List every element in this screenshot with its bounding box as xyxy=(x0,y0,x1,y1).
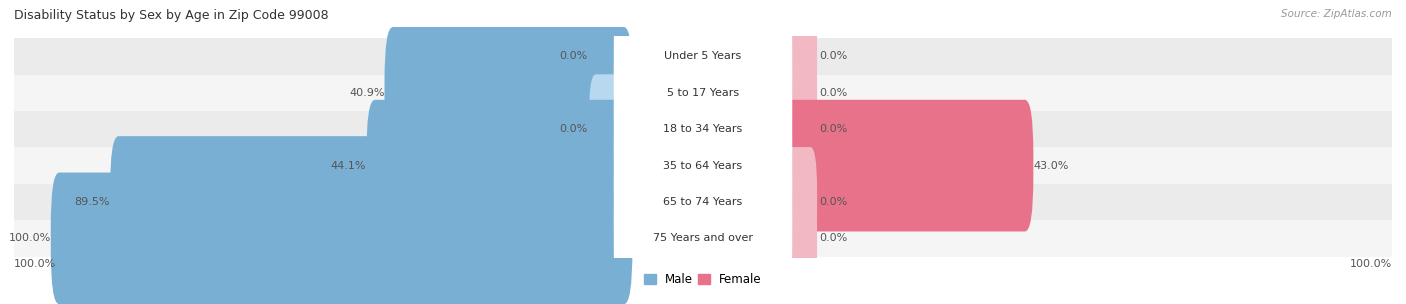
FancyBboxPatch shape xyxy=(775,74,817,184)
FancyBboxPatch shape xyxy=(14,220,1392,257)
Text: 5 to 17 Years: 5 to 17 Years xyxy=(666,88,740,98)
Text: 75 Years and over: 75 Years and over xyxy=(652,233,754,244)
Text: 100.0%: 100.0% xyxy=(8,233,51,244)
Text: 0.0%: 0.0% xyxy=(818,88,846,98)
FancyBboxPatch shape xyxy=(614,0,792,133)
FancyBboxPatch shape xyxy=(614,125,792,279)
Legend: Male, Female: Male, Female xyxy=(644,273,762,286)
Text: 0.0%: 0.0% xyxy=(560,124,588,134)
Text: 0.0%: 0.0% xyxy=(818,124,846,134)
FancyBboxPatch shape xyxy=(775,147,817,257)
Text: 0.0%: 0.0% xyxy=(818,233,846,244)
FancyBboxPatch shape xyxy=(110,136,633,268)
Text: 65 to 74 Years: 65 to 74 Years xyxy=(664,197,742,207)
Text: 43.0%: 43.0% xyxy=(1033,161,1069,171)
Text: 100.0%: 100.0% xyxy=(14,260,56,269)
FancyBboxPatch shape xyxy=(589,74,631,184)
FancyBboxPatch shape xyxy=(614,53,792,206)
Text: 44.1%: 44.1% xyxy=(330,161,367,171)
Text: 40.9%: 40.9% xyxy=(349,88,384,98)
FancyBboxPatch shape xyxy=(775,183,817,293)
FancyBboxPatch shape xyxy=(614,162,792,304)
FancyBboxPatch shape xyxy=(14,184,1392,220)
Text: 100.0%: 100.0% xyxy=(1350,260,1392,269)
FancyBboxPatch shape xyxy=(775,2,817,112)
FancyBboxPatch shape xyxy=(14,38,1392,75)
FancyBboxPatch shape xyxy=(589,2,631,112)
Text: 0.0%: 0.0% xyxy=(818,197,846,207)
Text: Disability Status by Sex by Age in Zip Code 99008: Disability Status by Sex by Age in Zip C… xyxy=(14,9,329,22)
Text: Under 5 Years: Under 5 Years xyxy=(665,51,741,61)
FancyBboxPatch shape xyxy=(384,27,633,159)
FancyBboxPatch shape xyxy=(51,173,633,304)
Text: 35 to 64 Years: 35 to 64 Years xyxy=(664,161,742,171)
FancyBboxPatch shape xyxy=(14,111,1392,147)
FancyBboxPatch shape xyxy=(14,147,1392,184)
Text: 0.0%: 0.0% xyxy=(560,51,588,61)
FancyBboxPatch shape xyxy=(367,100,633,231)
Text: 89.5%: 89.5% xyxy=(75,197,110,207)
FancyBboxPatch shape xyxy=(773,100,1033,231)
FancyBboxPatch shape xyxy=(614,16,792,170)
Text: 0.0%: 0.0% xyxy=(818,51,846,61)
FancyBboxPatch shape xyxy=(614,89,792,242)
FancyBboxPatch shape xyxy=(775,38,817,148)
Text: 18 to 34 Years: 18 to 34 Years xyxy=(664,124,742,134)
FancyBboxPatch shape xyxy=(14,75,1392,111)
Text: Source: ZipAtlas.com: Source: ZipAtlas.com xyxy=(1281,9,1392,19)
